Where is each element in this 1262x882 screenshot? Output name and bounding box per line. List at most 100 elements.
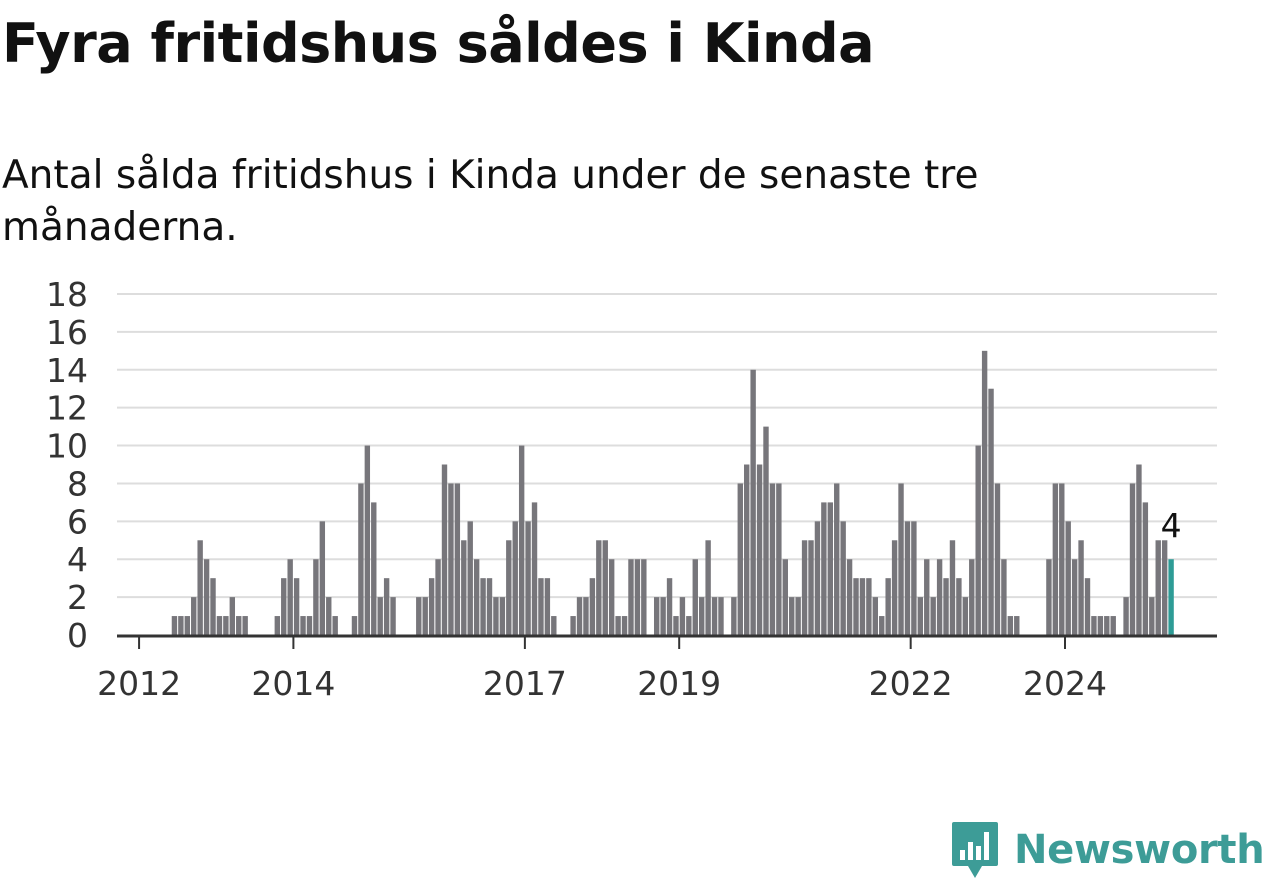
bar: [300, 616, 306, 635]
bar: [660, 597, 666, 635]
bar: [570, 616, 576, 635]
bar: [846, 559, 853, 635]
bar: [518, 445, 525, 635]
bar: [281, 578, 287, 635]
bar: [1014, 616, 1020, 635]
bar: [808, 540, 814, 635]
y-tick-label: 16: [46, 313, 88, 352]
bar: [1078, 540, 1084, 635]
bar: [801, 540, 808, 635]
bar: [814, 521, 821, 635]
bar: [930, 597, 936, 635]
bar: [879, 616, 885, 635]
bar: [293, 578, 300, 635]
bar: [1065, 521, 1071, 635]
bar: [699, 597, 705, 635]
gridlines: [117, 293, 1217, 599]
bar: [1142, 502, 1149, 635]
bar: [178, 616, 184, 635]
latest-value-label: 4: [1161, 506, 1182, 545]
bar: [184, 616, 190, 635]
bar: [988, 388, 994, 635]
bar: [499, 597, 506, 635]
x-axis-labels: 2012 2014 2017 2019 2022 2024: [97, 636, 1107, 703]
bar: [422, 597, 428, 635]
bar: [885, 578, 891, 635]
bar: [962, 597, 969, 635]
bar: [371, 502, 377, 635]
bar: [1149, 597, 1155, 635]
bar: [171, 616, 178, 635]
bar: [673, 616, 679, 635]
bar: [274, 616, 281, 635]
bar: [621, 616, 628, 635]
bar: [203, 559, 210, 635]
bar: [718, 597, 724, 635]
y-tick-label: 2: [67, 578, 88, 617]
bar: [692, 559, 698, 635]
bar: [210, 578, 216, 635]
bar: [287, 559, 293, 635]
bar: [390, 597, 396, 635]
bar: [351, 616, 358, 635]
bar: [1104, 616, 1110, 635]
y-tick-label: 0: [67, 616, 88, 655]
bar: [1007, 616, 1014, 635]
bar: [744, 464, 750, 635]
bar: [634, 559, 641, 635]
x-tick-label: 2017: [483, 664, 567, 703]
bar: [428, 578, 435, 635]
bar: [1097, 616, 1104, 635]
bar: [236, 616, 242, 635]
bar: [306, 616, 313, 635]
bar: [1091, 616, 1097, 635]
bar: [441, 464, 448, 635]
bar: [1084, 578, 1091, 635]
bar: [467, 521, 473, 635]
x-tick-label: 2024: [1023, 664, 1107, 703]
bar: [191, 597, 197, 635]
bar: [859, 578, 866, 635]
y-tick-label: 18: [46, 275, 88, 314]
bar: [525, 521, 531, 635]
bar: [551, 616, 557, 635]
bar: [583, 597, 589, 635]
bar: [737, 483, 743, 635]
bar: [216, 616, 223, 635]
y-tick-label: 14: [46, 351, 88, 390]
bar: [1110, 616, 1116, 635]
bar: [898, 483, 904, 635]
bar: [435, 559, 441, 635]
bar: [589, 578, 596, 635]
bar: [531, 502, 538, 635]
y-tick-label: 6: [67, 502, 88, 541]
brand-name: Newsworthy: [1014, 827, 1262, 873]
x-tick-label: 2012: [97, 664, 181, 703]
bar: [679, 597, 686, 635]
bar: [891, 540, 898, 635]
bar: [1001, 559, 1007, 635]
bar: [544, 578, 551, 635]
bar: [461, 540, 467, 635]
bar: [1168, 559, 1174, 635]
bar: [1071, 559, 1078, 635]
bar: [197, 540, 203, 635]
bars: [171, 350, 1174, 635]
bar: [840, 521, 846, 635]
bar: [872, 597, 879, 635]
bar: [975, 445, 981, 635]
bar: [866, 578, 872, 635]
bar: [326, 597, 332, 635]
y-tick-label: 8: [67, 464, 88, 503]
bar: [506, 540, 512, 635]
bar: [827, 502, 833, 635]
bar: [358, 483, 364, 635]
bar: [904, 521, 911, 635]
bar: [538, 578, 544, 635]
bar: [834, 483, 840, 635]
bar: [319, 521, 326, 635]
y-tick-label: 12: [46, 389, 88, 428]
bar: [943, 578, 949, 635]
x-tick-label: 2019: [637, 664, 721, 703]
